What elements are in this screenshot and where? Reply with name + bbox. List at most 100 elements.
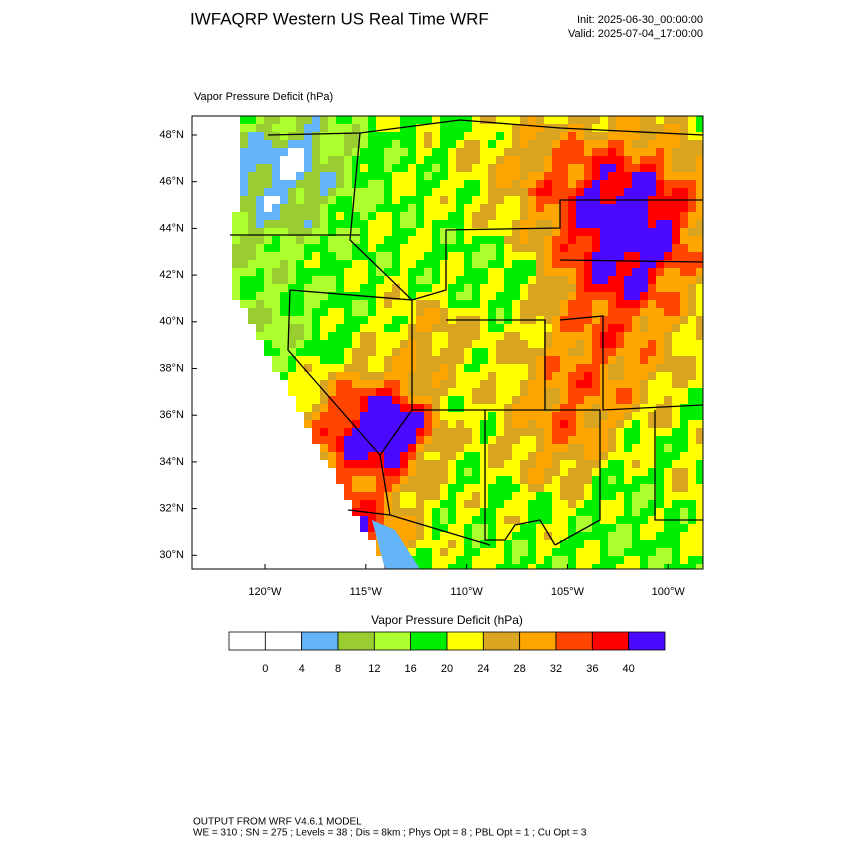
field-cell [688, 428, 696, 436]
field-cell [296, 396, 304, 404]
field-cell [360, 348, 368, 356]
field-cell [328, 132, 336, 140]
field-cell [632, 340, 640, 348]
field-cell [272, 212, 280, 220]
field-cell [232, 244, 240, 252]
field-cell [360, 332, 368, 340]
field-cell [640, 300, 648, 308]
field-cell [624, 380, 632, 388]
field-cell [632, 524, 640, 532]
field-cell [600, 372, 608, 380]
field-cell [688, 188, 696, 196]
field-cell [528, 428, 536, 436]
field-cell [672, 156, 680, 164]
field-cell [448, 492, 456, 500]
field-cell [432, 492, 440, 500]
field-cell [624, 452, 632, 460]
field-cell [288, 228, 296, 236]
field-cell [680, 276, 688, 284]
field-cell [488, 140, 496, 148]
field-cell [624, 148, 632, 156]
field-cell [664, 556, 672, 564]
field-cell [672, 540, 680, 548]
field-cell [632, 556, 640, 564]
field-cell [696, 252, 703, 260]
field-cell [504, 380, 512, 388]
field-cell [696, 372, 703, 380]
field-cell [480, 548, 488, 556]
field-cell [560, 188, 568, 196]
field-cell [648, 492, 656, 500]
field-cell [480, 532, 488, 540]
field-cell [656, 404, 664, 412]
field-cell [448, 420, 456, 428]
field-cell [432, 460, 440, 468]
field-cell [688, 540, 696, 548]
field-cell [528, 548, 536, 556]
field-cell [624, 340, 632, 348]
field-cell [440, 508, 448, 516]
field-cell [696, 260, 703, 268]
field-cell [528, 276, 536, 284]
field-cell [656, 148, 664, 156]
field-cell [464, 500, 472, 508]
field-cell [632, 460, 640, 468]
field-cell [368, 396, 376, 404]
field-cell [368, 332, 376, 340]
field-cell [552, 468, 560, 476]
field-cell [664, 156, 672, 164]
field-cell [576, 364, 584, 372]
field-cell [568, 252, 576, 260]
field-cell [528, 404, 536, 412]
field-cell [680, 532, 688, 540]
field-cell [640, 164, 648, 172]
field-cell [496, 356, 504, 364]
field-cell [656, 380, 664, 388]
field-cell [400, 516, 408, 524]
field-cell [360, 516, 368, 524]
field-cell [672, 564, 680, 569]
field-cell [320, 244, 328, 252]
field-cell [360, 300, 368, 308]
field-cell [352, 196, 360, 204]
field-cell [504, 148, 512, 156]
field-cell [696, 460, 703, 468]
field-cell [496, 460, 504, 468]
field-cell [544, 324, 552, 332]
field-cell [544, 428, 552, 436]
field-cell [656, 116, 664, 124]
field-cell [624, 420, 632, 428]
field-cell [456, 348, 464, 356]
field-cell [672, 436, 680, 444]
field-cell [512, 132, 520, 140]
field-cell [536, 332, 544, 340]
field-cell [408, 420, 416, 428]
field-cell [384, 300, 392, 308]
field-cell [592, 132, 600, 140]
field-cell [464, 148, 472, 156]
field-cell [560, 204, 568, 212]
field-cell [656, 316, 664, 324]
field-cell [400, 508, 408, 516]
field-cell [552, 156, 560, 164]
field-cell [632, 220, 640, 228]
field-cell [384, 308, 392, 316]
field-cell [616, 204, 624, 212]
field-cell [672, 348, 680, 356]
field-cell [312, 428, 320, 436]
field-cell [456, 340, 464, 348]
field-cell [536, 356, 544, 364]
field-cell [640, 220, 648, 228]
field-cell [432, 148, 440, 156]
field-cell [424, 204, 432, 212]
field-cell [392, 236, 400, 244]
field-cell [592, 252, 600, 260]
field-cell [528, 188, 536, 196]
field-cell [320, 204, 328, 212]
field-cell [632, 388, 640, 396]
field-cell [680, 212, 688, 220]
field-cell [616, 428, 624, 436]
field-cell [640, 172, 648, 180]
field-cell [608, 148, 616, 156]
field-cell [480, 380, 488, 388]
